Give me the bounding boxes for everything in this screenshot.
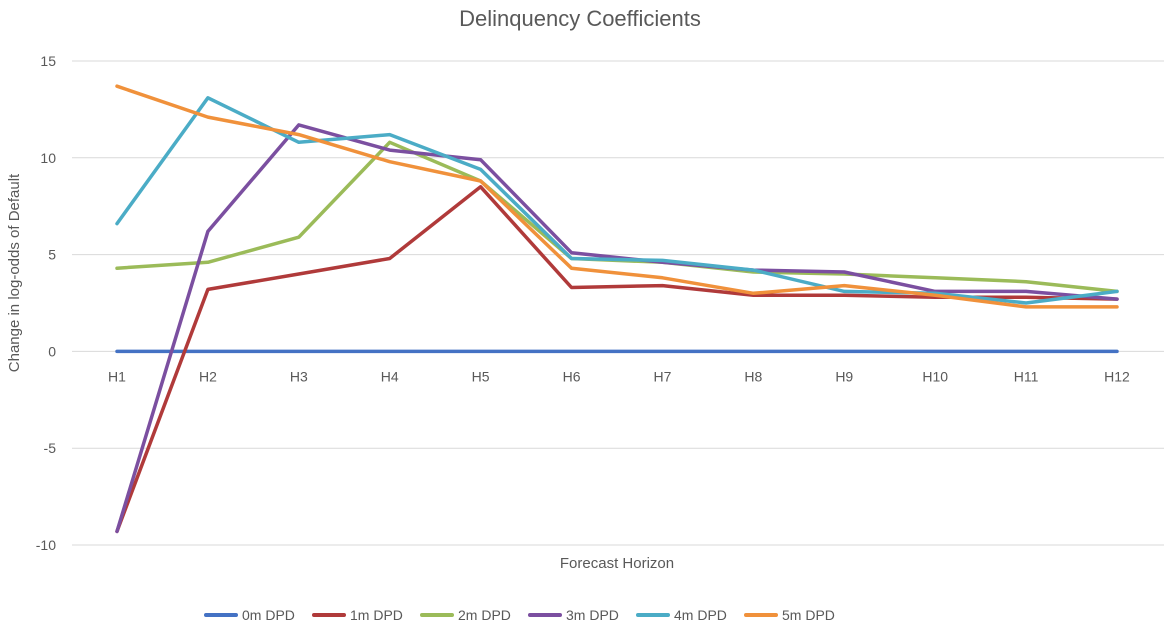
legend-label: 2m DPD: [458, 607, 511, 623]
x-tick-label: H3: [290, 368, 308, 384]
y-axis-label: Change in log-odds of Default: [6, 173, 23, 372]
x-tick-label: H8: [744, 368, 762, 384]
x-tick-label: H10: [922, 368, 948, 384]
legend-item: 4m DPD: [636, 607, 727, 623]
legend: 0m DPD 1m DPD 2m DPD 3m DPD 4m DPD 5m DPD: [204, 607, 835, 623]
series-line-4m-dpd: [115, 96, 1119, 305]
y-tick-label: 15: [40, 53, 56, 69]
chart-title: Delinquency Coefficients: [459, 6, 701, 31]
series-line-1m-dpd: [115, 185, 1119, 534]
x-tick-label: H12: [1104, 368, 1130, 384]
x-tick-label: H6: [563, 368, 581, 384]
x-tick-label: H2: [199, 368, 217, 384]
y-axis-ticks: -10 -5 0 5 10 15: [36, 53, 56, 553]
y-tick-label: 5: [48, 247, 56, 263]
series-line-5m-dpd: [115, 84, 1119, 309]
x-tick-label: H4: [381, 368, 399, 384]
legend-label: 5m DPD: [782, 607, 835, 623]
legend-item: 5m DPD: [744, 607, 835, 623]
legend-label: 3m DPD: [566, 607, 619, 623]
series-line-3m-dpd: [115, 123, 1119, 534]
y-tick-label: 0: [48, 343, 56, 359]
x-tick-label: H1: [108, 368, 126, 384]
series-lines: [115, 84, 1119, 534]
legend-item: 0m DPD: [204, 607, 295, 623]
x-axis-label: Forecast Horizon: [560, 555, 674, 572]
y-tick-label: 10: [40, 150, 56, 166]
legend-item: 1m DPD: [312, 607, 403, 623]
legend-item: 2m DPD: [420, 607, 511, 623]
legend-label: 1m DPD: [350, 607, 403, 623]
y-tick-label: -5: [44, 440, 57, 456]
x-tick-label: H5: [472, 368, 490, 384]
x-axis-ticks: H1 H2 H3 H4 H5 H6 H7 H8 H9 H10 H11 H12: [108, 368, 1130, 384]
x-tick-label: H9: [835, 368, 853, 384]
x-tick-label: H7: [654, 368, 672, 384]
legend-label: 4m DPD: [674, 607, 727, 623]
x-tick-label: H11: [1014, 368, 1039, 384]
y-tick-label: -10: [36, 537, 56, 553]
legend-label: 0m DPD: [242, 607, 295, 623]
legend-item: 3m DPD: [528, 607, 619, 623]
